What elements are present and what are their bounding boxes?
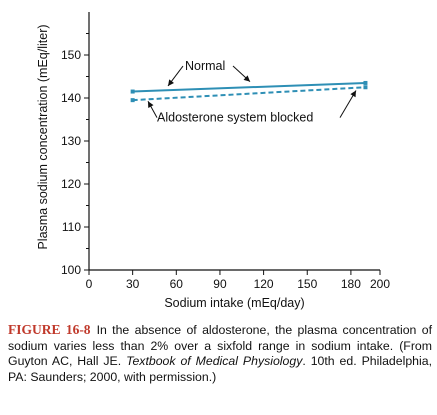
data-point xyxy=(363,80,368,85)
annotation-arrowhead xyxy=(148,101,154,108)
legend-label-normal: Normal xyxy=(185,59,225,73)
x-axis-title: Sodium intake (mEq/day) xyxy=(164,296,304,310)
x-tick-label: 150 xyxy=(297,277,317,291)
x-tick-label: 180 xyxy=(341,277,361,291)
figure-caption: FIGURE 16-8 In the absence of aldosterone… xyxy=(8,322,432,385)
caption-text-before: In the absence of aldosterone, the plasm… xyxy=(8,323,432,369)
data-point xyxy=(363,85,368,90)
data-point xyxy=(130,89,135,94)
annotation-arrowhead xyxy=(350,90,356,98)
y-tick-label: 110 xyxy=(62,220,81,234)
x-tick-label: 60 xyxy=(170,277,184,291)
figure-label: FIGURE 16-8 xyxy=(8,322,91,337)
series-group xyxy=(130,80,368,103)
axes: 0 30 60 90 120 150 180 200 100 110 120 130 140 150 xyxy=(61,12,390,291)
x-tick-label: 120 xyxy=(254,277,274,291)
y-tick-label: 140 xyxy=(61,91,81,105)
y-tick-label: 130 xyxy=(61,134,81,148)
y-tick-label: 150 xyxy=(61,48,81,62)
caption-book-title: Textbook of Medical Physiology xyxy=(126,354,303,369)
x-tick-label: 0 xyxy=(86,277,93,291)
series-line-0 xyxy=(132,81,366,93)
annotations: Normal Aldosterone system blocked xyxy=(147,59,357,125)
y-tick-label: 120 xyxy=(61,177,81,191)
chart: 0 30 60 90 120 150 180 200 100 110 120 130 140 150 No… xyxy=(36,12,390,310)
x-tick-label: 30 xyxy=(126,277,140,291)
legend-label-aldosterone-blocked: Aldosterone system blocked xyxy=(157,111,313,125)
y-tick-label: 100 xyxy=(61,263,81,277)
annotation-arrowhead xyxy=(168,79,175,86)
annotation-arrowhead xyxy=(243,75,250,82)
caption-text-after: . 10th ed. Philadelphia, PA: Saunders; 2… xyxy=(8,354,432,384)
x-tick-label: 90 xyxy=(213,277,227,291)
x-tick-label: 200 xyxy=(370,277,390,291)
y-axis-title: Plasma sodium concentration (mEq/liter) xyxy=(36,24,50,249)
series-line-1 xyxy=(132,86,366,102)
data-point xyxy=(130,98,135,103)
